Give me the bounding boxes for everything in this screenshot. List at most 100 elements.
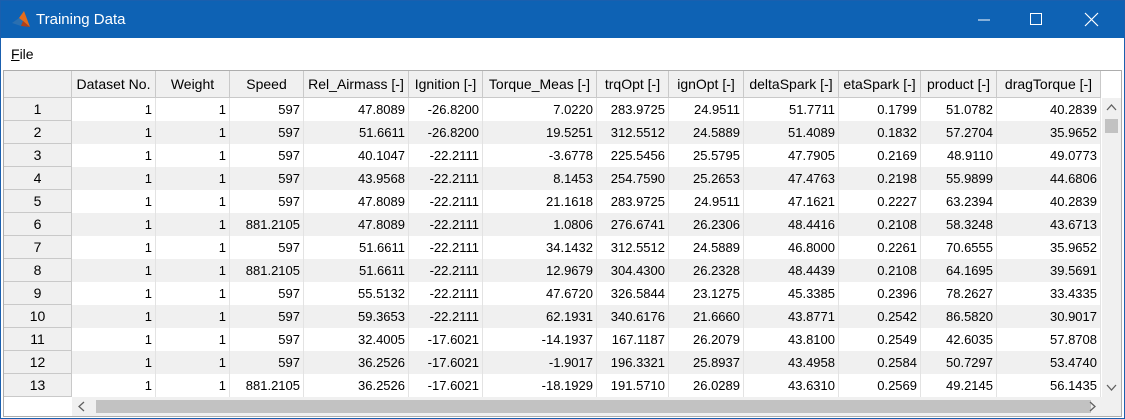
table-cell: 23.1275 — [669, 282, 744, 305]
table-cell: -18.1929 — [483, 374, 597, 397]
table-cell: 167.1187 — [597, 328, 669, 351]
table-cell: 57.8708 — [997, 328, 1101, 351]
table-cell: 40.1047 — [304, 144, 409, 167]
table-cell: 597 — [230, 351, 304, 374]
table-cell: 56.1435 — [997, 374, 1101, 397]
table-cell: 0.2396 — [839, 282, 921, 305]
table-cell: 26.0289 — [669, 374, 744, 397]
app-icon — [12, 11, 30, 27]
table-cell: 39.5691 — [997, 259, 1101, 282]
table-cell: -26.8200 — [409, 121, 483, 144]
table-cell: -22.2111 — [409, 259, 483, 282]
row-header: 9 — [4, 282, 72, 305]
table-cell: 0.2569 — [839, 374, 921, 397]
table-cell: 0.2542 — [839, 305, 921, 328]
table-cell: -17.6021 — [409, 328, 483, 351]
maximize-button[interactable] — [1027, 10, 1047, 30]
table-cell: 49.2145 — [921, 374, 997, 397]
minimize-button[interactable] — [975, 10, 995, 30]
table-cell: -22.2111 — [409, 213, 483, 236]
table-cell: 1 — [72, 167, 156, 190]
table-cell: 1 — [72, 305, 156, 328]
table-cell: -17.6021 — [409, 374, 483, 397]
table-cell: 597 — [230, 144, 304, 167]
table-cell: 312.5512 — [597, 236, 669, 259]
table-cell: 340.6176 — [597, 305, 669, 328]
table-cell: 597 — [230, 121, 304, 144]
table-cell: 1 — [156, 121, 230, 144]
table-cell: 58.3248 — [921, 213, 997, 236]
table-cell: 43.8100 — [744, 328, 839, 351]
table-cell: 42.6035 — [921, 328, 997, 351]
column-header: trqOpt [-] — [597, 71, 669, 98]
table-cell: 304.4300 — [597, 259, 669, 282]
table-cell: 70.6555 — [921, 236, 997, 259]
table-cell: -22.2111 — [409, 144, 483, 167]
table-cell: 881.2105 — [230, 213, 304, 236]
table-cell: 40.2839 — [997, 98, 1101, 121]
table-cell: 8.1453 — [483, 167, 597, 190]
menu-item[interactable]: File — [11, 46, 34, 62]
table-cell: 59.3653 — [304, 305, 409, 328]
table-cell: 19.5251 — [483, 121, 597, 144]
table-cell: 597 — [230, 167, 304, 190]
table-cell: 283.9725 — [597, 190, 669, 213]
column-header: Rel_Airmass [-] — [304, 71, 409, 98]
table-cell: 47.8089 — [304, 190, 409, 213]
column-header: product [-] — [921, 71, 997, 98]
table-cell: 48.9110 — [921, 144, 997, 167]
table-cell: 35.9652 — [997, 121, 1101, 144]
table-cell: 326.5844 — [597, 282, 669, 305]
table-cell: 21.6660 — [669, 305, 744, 328]
table-cell: 1 — [156, 351, 230, 374]
table-cell: 78.2627 — [921, 282, 997, 305]
corner-cell — [4, 71, 72, 98]
row-header: 6 — [4, 213, 72, 236]
table-cell: -22.2111 — [409, 282, 483, 305]
row-header: 11 — [4, 328, 72, 351]
table-cell: 24.5889 — [669, 121, 744, 144]
table-cell: 24.5889 — [669, 236, 744, 259]
table-cell: 1 — [72, 213, 156, 236]
column-header: Speed — [230, 71, 304, 98]
table-cell: 1 — [72, 236, 156, 259]
table-cell: 46.8000 — [744, 236, 839, 259]
table-cell: 30.9017 — [997, 305, 1101, 328]
table-cell: 0.2198 — [839, 167, 921, 190]
vertical-scrollbar-parts — [1105, 104, 1118, 391]
row-header: 10 — [4, 305, 72, 328]
table-cell: 1 — [72, 328, 156, 351]
table-cell: 1 — [156, 259, 230, 282]
table-cell: -22.2111 — [409, 305, 483, 328]
table-cell: 1 — [156, 328, 230, 351]
table-cell: 225.5456 — [597, 144, 669, 167]
horizontal-scrollbar[interactable] — [72, 397, 1121, 416]
row-header: 4 — [4, 167, 72, 190]
close-button[interactable] — [1082, 10, 1102, 30]
column-header: Torque_Meas [-] — [483, 71, 597, 98]
table-cell: 0.2108 — [839, 259, 921, 282]
table-cell: 34.1432 — [483, 236, 597, 259]
table-cell: 86.5820 — [921, 305, 997, 328]
table-cell: 597 — [230, 190, 304, 213]
table-cell: -1.9017 — [483, 351, 597, 374]
vertical-scrollbar[interactable] — [1102, 98, 1121, 397]
table-cell: 1 — [72, 351, 156, 374]
table-cell: 276.6741 — [597, 213, 669, 236]
row-header: 5 — [4, 190, 72, 213]
table-cell: 57.2704 — [921, 121, 997, 144]
table-cell: 1 — [156, 236, 230, 259]
table-cell: 43.8771 — [744, 305, 839, 328]
table-cell: 40.2839 — [997, 190, 1101, 213]
title-bar: Training Data — [1, 1, 1124, 38]
table-cell: 36.2526 — [304, 351, 409, 374]
table-cell: 26.2079 — [669, 328, 744, 351]
column-header: Dataset No. — [72, 71, 156, 98]
table-cell: 47.4763 — [744, 167, 839, 190]
table-cell: 21.1618 — [483, 190, 597, 213]
table-cell: 1 — [156, 282, 230, 305]
table-cell: 254.7590 — [597, 167, 669, 190]
table-cell: 1 — [72, 374, 156, 397]
table-cell: 47.7905 — [744, 144, 839, 167]
table-cell: -22.2111 — [409, 190, 483, 213]
